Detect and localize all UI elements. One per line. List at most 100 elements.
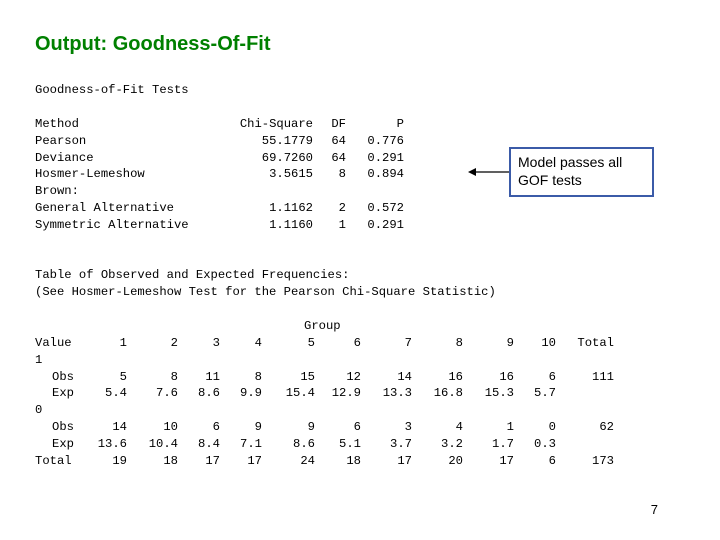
freq-col-group-10: 10 (541, 336, 556, 350)
gof-cell-method: Hosmer-Lemeshow (35, 167, 145, 182)
slide-title: Output: Goodness-Of-Fit (35, 33, 271, 55)
freq-cell: 20 (448, 453, 463, 468)
gof-cell-p: 0.894 (367, 167, 404, 182)
gof-cell-p: 0.776 (367, 133, 404, 148)
freq-cell: 8.6 (293, 436, 315, 451)
freq-cell: 6 (353, 420, 361, 434)
freq-row-label: Exp (52, 386, 74, 401)
freq-row-label: Obs (52, 420, 74, 434)
freq-cell: 3.7 (390, 436, 412, 451)
freq-cell: 5 (119, 369, 127, 384)
gof-cell-p: 0.572 (367, 201, 404, 215)
gof-col-method: Method (35, 117, 79, 131)
freq-col-group-4: 4 (254, 336, 262, 350)
freq-cell: 1 (506, 420, 514, 434)
freq-cell: 17 (397, 453, 412, 468)
freq-cell: 8.4 (198, 436, 220, 451)
freq-row-label: Exp (52, 436, 74, 451)
freq-cell: 18 (346, 453, 361, 468)
freq-cell: 17 (499, 453, 514, 468)
freq-cell: 6 (548, 369, 556, 384)
gof-cell-df: 64 (331, 150, 346, 165)
freq-row-label: 1 (35, 352, 43, 367)
freq-cell: 0 (548, 420, 556, 434)
freq-cell: 10.4 (148, 436, 178, 451)
freq-col-group-1: 1 (119, 336, 127, 350)
freq-cell: 12 (346, 369, 361, 384)
gof-col-df: DF (331, 117, 346, 131)
freq-cell: 18 (163, 453, 178, 468)
freq-col-group-9: 9 (506, 336, 514, 350)
freq-col-value: Value (35, 336, 72, 350)
freq-cell: 15.4 (285, 386, 315, 401)
gof-cell-chi: 1.1162 (269, 201, 313, 215)
freq-cell: 5.4 (105, 386, 127, 401)
freq-row-label: 0 (35, 403, 43, 418)
gof-cell-df: 2 (338, 201, 346, 215)
freq-cell: 13.3 (382, 386, 412, 401)
freq-cell: 8 (254, 369, 262, 384)
freq-row-label: Total (35, 453, 72, 468)
gof-cell-method: Pearson (35, 133, 87, 148)
freq-col-group-3: 3 (212, 336, 220, 350)
freq-cell: 17 (247, 453, 262, 468)
freq-col-group-8: 8 (455, 336, 463, 350)
freq-cell: 6 (212, 420, 220, 434)
freq-cell: 10 (163, 420, 178, 434)
freq-cell: 5.1 (339, 436, 361, 451)
freq-cell: 24 (300, 453, 315, 468)
freq-cell: 5.7 (534, 386, 556, 401)
gof-cell-chi: 3.5615 (269, 167, 313, 182)
freq-cell: 9 (307, 420, 315, 434)
freq-cell: 16 (448, 369, 463, 384)
freq-cell: 16.8 (433, 386, 463, 401)
gof-heading: Goodness-of-Fit Tests (35, 83, 189, 97)
gof-cell-method: Brown: (35, 184, 79, 199)
freq-cell-total: 62 (599, 420, 614, 434)
freq-cell: 19 (112, 453, 127, 468)
page-number: 7 (650, 502, 658, 517)
freq-col-group-6: 6 (353, 336, 361, 350)
freq-cell-total: 173 (592, 453, 614, 468)
freq-cell: 14 (112, 420, 127, 434)
freq-cell: 13.6 (97, 436, 127, 451)
gof-cell-method: General Alternative (35, 201, 174, 215)
freq-cell: 4 (455, 420, 463, 434)
freq-cell: 12.9 (331, 386, 361, 401)
freq-cell-total: 111 (592, 369, 614, 384)
gof-cell-df: 64 (331, 133, 346, 148)
freq-cell: 1.7 (492, 436, 514, 451)
freq-col-group-2: 2 (170, 336, 178, 350)
gof-cell-method: Symmetric Alternative (35, 217, 189, 232)
freq-cell: 3.2 (441, 436, 463, 451)
freq-cell: 7.1 (240, 436, 262, 451)
freq-heading-1: Table of Observed and Expected Frequenci… (35, 268, 350, 282)
callout-line-2: GOF tests (518, 172, 582, 188)
arrow-left-icon (468, 168, 511, 176)
freq-cell: 7.6 (156, 386, 178, 401)
freq-col-total: Total (577, 336, 614, 350)
gof-cell-p: 0.291 (367, 150, 404, 165)
gof-col-p: P (396, 117, 404, 131)
freq-row-label: Obs (52, 369, 74, 384)
freq-cell: 8.6 (198, 386, 220, 401)
freq-cell: 15 (300, 369, 315, 384)
freq-cell: 6 (548, 453, 556, 468)
freq-cell: 3 (404, 420, 412, 434)
freq-cell: 9.9 (240, 386, 262, 401)
callout-box: Model passes all GOF tests (509, 147, 654, 197)
gof-cell-p: 0.291 (367, 217, 404, 232)
freq-cell: 17 (205, 453, 220, 468)
callout-line-1: Model passes all (518, 154, 623, 170)
freq-group-label: Group (304, 319, 341, 333)
gof-cell-chi: 69.7260 (261, 150, 313, 165)
freq-cell: 0.3 (534, 436, 556, 451)
gof-col-chi-square: Chi-Square (239, 117, 313, 131)
gof-cell-method: Deviance (35, 150, 94, 165)
freq-heading-2: (See Hosmer-Lemeshow Test for the Pearso… (35, 285, 496, 299)
freq-cell: 16 (499, 369, 514, 384)
freq-cell: 11 (205, 369, 220, 384)
gof-cell-chi: 55.1779 (261, 133, 313, 148)
freq-col-group-7: 7 (404, 336, 412, 350)
gof-cell-df: 1 (338, 217, 346, 232)
